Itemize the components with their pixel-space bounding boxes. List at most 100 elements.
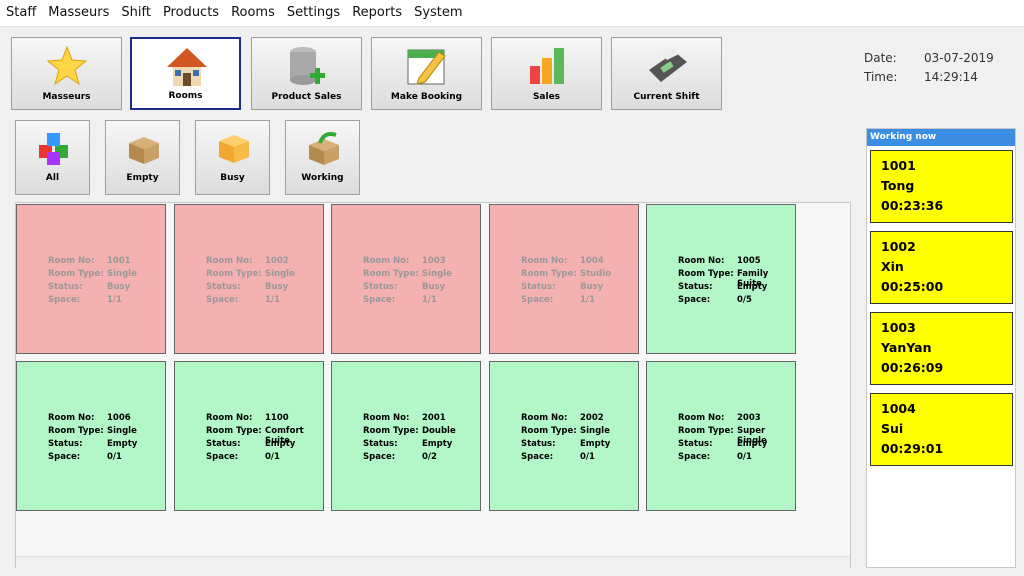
room-tile[interactable]: Room No: 1004 Room Type: Studio Status: Busy S… [489,204,639,354]
panel-header: Working now [867,129,1015,146]
field-label: Room No: [48,413,95,423]
field-value: Busy [422,282,446,292]
card-time: 00:25:00 [881,279,944,294]
field-label: Room Type: [678,269,734,279]
card-room: 1004 [881,401,916,416]
room-tile[interactable]: Room No: 1003 Room Type: Single Status: Busy S… [331,204,481,354]
field-label: Space: [206,452,239,462]
field-label: Space: [363,452,396,462]
room-tile[interactable]: Room No: 2003 Room Type: Super Single Status… [646,361,796,511]
field-label: Room No: [206,413,253,423]
field-value: 1/1 [107,295,122,305]
card-room: 1001 [881,158,916,173]
menu-item[interactable]: System [414,5,463,20]
field-value: 0/1 [107,452,122,462]
field-label: Status: [206,439,241,449]
filter-button[interactable]: Busy [195,120,270,195]
field-label: Space: [48,452,81,462]
field-value: Empty [580,439,611,449]
field-value: Single [580,426,610,436]
field-label: Room No: [678,256,725,266]
field-value: Single [107,426,137,436]
working-card[interactable]: 1001 Tong 00:23:36 [870,150,1013,223]
field-value: 1001 [107,256,131,266]
field-label: Status: [363,282,398,292]
room-tile[interactable]: Room No: 2002 Room Type: Single Status: Empty… [489,361,639,511]
field-label: Room Type: [678,426,734,436]
field-label: Room No: [678,413,725,423]
toolbar-button[interactable]: Sales [491,37,602,110]
field-label: Status: [521,439,556,449]
field-label: Room No: [206,256,253,266]
menu-item[interactable]: Settings [286,5,341,20]
field-label: Room No: [363,413,410,423]
field-value: Busy [107,282,131,292]
field-value: Empty [107,439,138,449]
button-label: Masseurs [42,92,91,102]
field-value: 0/2 [422,452,437,462]
toolbar-button[interactable]: Rooms [130,37,241,110]
time-value: 14:29:14 [924,70,978,84]
field-label: Space: [678,452,711,462]
field-value: Single [422,269,452,279]
room-tile[interactable]: Room No: 2001 Room Type: Double Status: Empty… [331,361,481,511]
filter-button[interactable]: Working [285,120,360,195]
filter-button[interactable]: Empty [105,120,180,195]
field-value: 1/1 [265,295,280,305]
field-value: Empty [265,439,296,449]
field-value: Double [422,426,456,436]
room-tile[interactable]: Room No: 1006 Room Type: Single Status: Empty… [16,361,166,511]
field-label: Status: [678,439,713,449]
field-label: Status: [48,439,83,449]
field-value: 1005 [737,256,761,266]
button-label: Rooms [168,91,203,101]
card-time: 00:23:36 [881,198,944,213]
room-tile[interactable]: Room No: 1001 Room Type: Single Status: Busy S… [16,204,166,354]
field-label: Status: [678,282,713,292]
card-time: 00:29:01 [881,441,944,456]
toolbar-button[interactable]: Product Sales [251,37,362,110]
toolbar-button[interactable]: Current Shift [611,37,722,110]
field-value: 1002 [265,256,289,266]
field-value: Busy [265,282,289,292]
field-value: Single [107,269,137,279]
room-grid: Room No: 1001 Room Type: Single Status: Busy S… [15,202,851,568]
toolbar-button[interactable]: Make Booking [371,37,482,110]
menu-item[interactable]: Staff [6,5,37,20]
menu-bar: Staff Masseurs Shift Products Rooms Settings R… [0,0,1024,27]
field-value: Empty [737,439,768,449]
field-value: 1/1 [422,295,437,305]
field-label: Status: [206,282,241,292]
button-label: Sales [532,92,561,102]
card-room: 1002 [881,239,916,254]
working-card[interactable]: 1004 Sui 00:29:01 [870,393,1013,466]
card-name: Xin [881,259,904,274]
field-value: 2002 [580,413,604,423]
room-tile[interactable]: Room No: 1002 Room Type: Single Status: Busy S… [174,204,324,354]
menu-item[interactable]: Reports [352,5,403,20]
working-card[interactable]: 1002 Xin 00:25:00 [870,231,1013,304]
field-label: Room Type: [48,269,104,279]
working-card[interactable]: 1003 YanYan 00:26:09 [870,312,1013,385]
menu-item[interactable]: Masseurs [48,5,110,20]
date-value: 03-07-2019 [924,51,994,65]
field-value: Empty [737,282,768,292]
horizontal-scrollbar[interactable] [16,556,850,568]
field-label: Room Type: [206,269,262,279]
field-label: Space: [678,295,711,305]
room-tile[interactable]: Room No: 1005 Room Type: Family Suite Status… [646,204,796,354]
toolbar-button[interactable]: Masseurs [11,37,122,110]
filter-button[interactable]: All [15,120,90,195]
button-label: Make Booking [390,92,463,102]
room-tile[interactable]: Room No: 1100 Room Type: Comfort Suite Statu… [174,361,324,511]
field-value: Comfort Suite [265,426,304,446]
menu-item[interactable]: Shift [121,5,151,20]
field-label: Room Type: [363,269,419,279]
field-label: Room Type: [48,426,104,436]
menu-item[interactable]: Products [162,5,220,20]
field-value: 2001 [422,413,446,423]
field-value: Busy [580,282,604,292]
menu-item[interactable]: Rooms [231,5,275,20]
field-value: Super Single [737,426,767,446]
